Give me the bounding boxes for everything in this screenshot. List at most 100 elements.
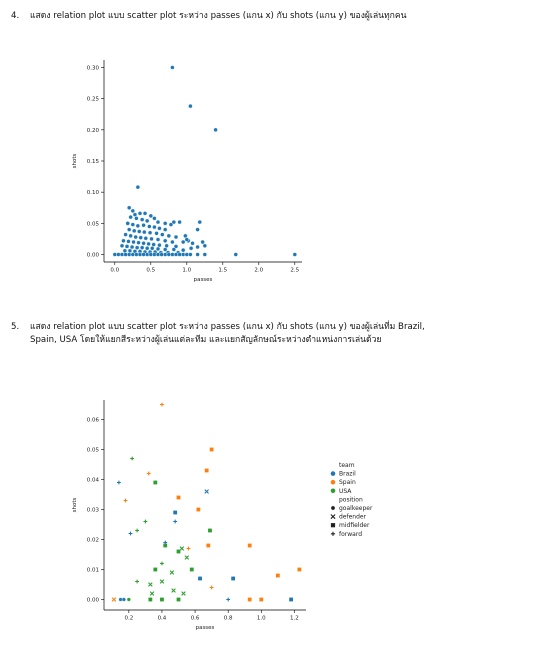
x-tick-label: 0.5	[146, 268, 155, 274]
legend-label: Brazil	[339, 471, 356, 478]
x-tick-label: 2.5	[290, 268, 299, 274]
data-point	[188, 252, 193, 257]
data-point	[157, 226, 162, 231]
legend-marker	[330, 523, 336, 528]
legend-marker	[330, 531, 336, 536]
all-players-scatter-plot: 0.0 0.5 1.0 1.5 2.0 2.5 0.00 0.05 0.10 0.15 0.20 0.…	[72, 60, 302, 283]
data-point	[144, 252, 150, 257]
y-tick-label: 0.02	[87, 537, 99, 543]
data-point	[131, 239, 136, 245]
data-point	[143, 236, 148, 241]
data-point	[169, 570, 175, 575]
data-point	[134, 216, 139, 221]
data-point	[275, 573, 280, 578]
data-point	[160, 402, 164, 407]
y-tick-label: 0.06	[87, 417, 100, 423]
x-tick-label: 0.4	[158, 616, 167, 622]
data-point	[226, 597, 231, 602]
data-point	[170, 239, 175, 245]
legend-label: Spain	[339, 479, 356, 486]
y-tick-label: 0.00	[87, 597, 100, 603]
data-point	[171, 588, 176, 593]
data-point	[134, 245, 140, 250]
x-tick-label: 1.0	[182, 268, 191, 274]
data-point	[141, 241, 146, 246]
x-axis-label: passes	[196, 625, 215, 631]
data-point	[180, 247, 186, 253]
data-point	[173, 252, 179, 257]
data-point	[183, 233, 188, 239]
x-tick-label: 0.6	[191, 616, 200, 622]
data-point	[162, 221, 168, 226]
data-point	[146, 471, 151, 476]
data-point	[155, 219, 161, 225]
data-point	[247, 543, 252, 548]
y-tick-label: 0.05	[87, 221, 100, 227]
data-point	[166, 233, 172, 239]
data-point	[149, 591, 155, 596]
data-point	[184, 555, 190, 560]
data-point	[119, 243, 125, 248]
data-point	[162, 252, 168, 257]
y-tick-label: 0.03	[87, 507, 100, 513]
x-axis-label: passes	[194, 277, 213, 283]
data-point	[137, 211, 143, 216]
data-point	[209, 585, 214, 590]
data-point	[132, 228, 137, 234]
legend-marker	[330, 488, 336, 494]
legend-marker	[330, 471, 336, 476]
data-point	[152, 224, 157, 230]
data-point	[126, 597, 131, 602]
data-point	[297, 567, 302, 572]
y-tick-label: 0.00	[87, 252, 100, 258]
data-point	[121, 597, 126, 602]
data-point	[176, 495, 181, 500]
legend-label: goalkeeper	[339, 505, 373, 512]
data-point	[208, 528, 212, 533]
data-point	[160, 232, 165, 237]
data-point	[154, 231, 159, 236]
data-point	[195, 244, 200, 250]
y-axis-label: shots	[72, 498, 78, 513]
data-point	[134, 252, 139, 257]
data-point	[141, 223, 146, 228]
legend-label: defender	[339, 514, 367, 521]
data-point	[289, 597, 293, 602]
data-point	[190, 241, 195, 246]
question-number: 5.	[11, 322, 20, 332]
data-point	[137, 229, 142, 234]
data-point	[155, 237, 161, 242]
data-point	[128, 233, 133, 239]
data-point	[247, 597, 252, 602]
data-point	[202, 252, 208, 257]
data-points	[111, 402, 302, 602]
data-point	[151, 242, 156, 247]
data-point	[195, 227, 200, 232]
y-tick-label: 0.20	[87, 128, 100, 134]
legend-label: midfielder	[339, 522, 370, 529]
data-point	[136, 240, 141, 245]
data-point	[233, 252, 238, 257]
data-point	[147, 224, 152, 229]
data-point	[124, 244, 130, 249]
data-point	[200, 239, 205, 245]
data-point	[162, 227, 168, 232]
data-point	[213, 127, 218, 133]
data-point	[176, 549, 181, 554]
data-point	[259, 597, 264, 602]
data-point	[128, 531, 133, 536]
data-point	[130, 208, 136, 214]
data-point	[181, 591, 186, 596]
data-point	[111, 597, 117, 602]
data-point	[148, 582, 153, 587]
data-point	[148, 213, 154, 219]
y-tick-label: 0.05	[87, 447, 100, 453]
data-point	[186, 546, 191, 551]
data-point	[122, 248, 128, 253]
data-point	[159, 579, 165, 584]
data-point	[188, 246, 194, 251]
data-point	[146, 241, 151, 247]
data-point	[126, 239, 131, 244]
data-point	[171, 247, 177, 252]
data-point	[202, 243, 208, 248]
